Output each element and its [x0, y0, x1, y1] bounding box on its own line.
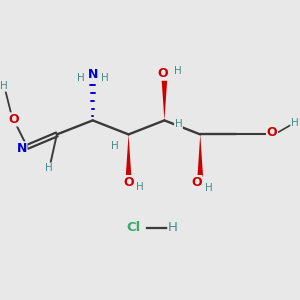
Text: H: H [136, 182, 143, 192]
Text: H: H [168, 221, 178, 234]
Text: N: N [16, 142, 27, 155]
Text: H: H [0, 81, 8, 91]
Polygon shape [126, 134, 131, 176]
Text: H: H [175, 119, 182, 129]
Text: H: H [101, 73, 108, 83]
Text: O: O [123, 176, 134, 189]
Text: O: O [158, 67, 168, 80]
Text: H: H [111, 141, 119, 151]
Text: H: H [174, 66, 182, 76]
Text: H: H [45, 163, 53, 173]
Text: H: H [77, 73, 85, 83]
Text: O: O [191, 176, 202, 189]
Text: N: N [88, 68, 98, 81]
Text: H: H [291, 118, 298, 128]
Text: O: O [267, 126, 277, 140]
Text: O: O [9, 113, 20, 126]
Polygon shape [162, 80, 167, 120]
Text: Cl: Cl [126, 221, 140, 234]
Polygon shape [197, 134, 203, 176]
Text: H: H [205, 183, 213, 193]
